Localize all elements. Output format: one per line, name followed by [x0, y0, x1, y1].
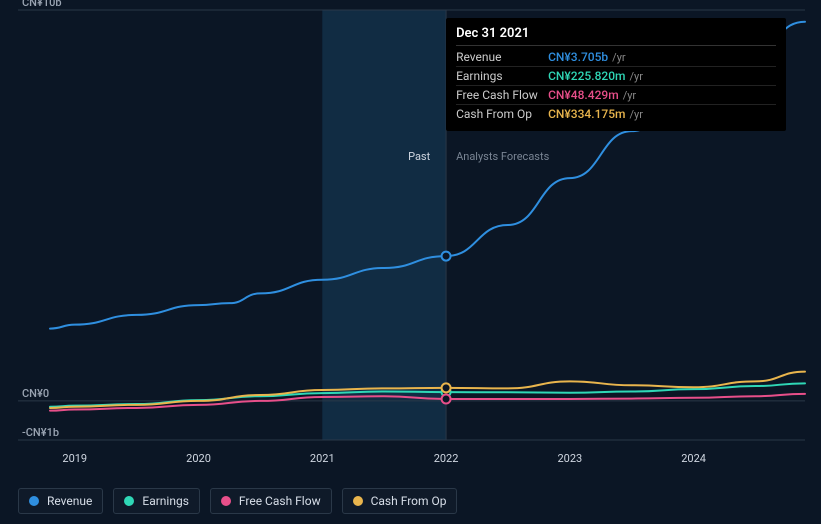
tooltip-row-fcf: Free Cash Flow CN¥48.429m /yr: [456, 86, 776, 105]
legend-label: Earnings: [142, 494, 189, 508]
tooltip-label: Free Cash Flow: [456, 88, 548, 102]
tooltip-row-cfo: Cash From Op CN¥334.175m /yr: [456, 105, 776, 123]
x-axis-label: 2019: [62, 452, 87, 465]
tooltip-suffix: /yr: [630, 108, 643, 121]
legend-item-earnings[interactable]: Earnings: [113, 488, 200, 514]
phase-past-label: Past: [408, 150, 430, 163]
x-axis-label: 2020: [186, 452, 211, 465]
legend-dot-icon: [29, 496, 39, 506]
x-axis-label: 2023: [557, 452, 582, 465]
x-axis-label: 2021: [310, 452, 335, 465]
tooltip-suffix: /yr: [612, 51, 625, 64]
y-axis-label: -CN¥1b: [22, 426, 59, 439]
legend-item-cfo[interactable]: Cash From Op: [342, 488, 458, 514]
legend-label: Revenue: [47, 494, 92, 508]
tooltip-label: Cash From Op: [456, 107, 548, 121]
tooltip-label: Earnings: [456, 69, 548, 83]
tooltip-value: CN¥48.429m: [548, 88, 619, 102]
y-axis-label: CN¥10b: [22, 0, 62, 9]
x-axis-label: 2024: [681, 452, 706, 465]
tooltip-value: CN¥225.820m: [548, 69, 625, 83]
phase-forecast-label: Analysts Forecasts: [456, 150, 549, 163]
tooltip-date: Dec 31 2021: [456, 26, 776, 46]
tooltip-suffix: /yr: [630, 70, 643, 83]
tooltip-row-earnings: Earnings CN¥225.820m /yr: [456, 67, 776, 86]
tooltip-value: CN¥3.705b: [548, 50, 608, 64]
legend-item-fcf[interactable]: Free Cash Flow: [210, 488, 332, 514]
y-axis-label: CN¥0: [22, 387, 49, 400]
legend-dot-icon: [353, 496, 363, 506]
legend: Revenue Earnings Free Cash Flow Cash Fro…: [18, 488, 457, 514]
legend-label: Free Cash Flow: [239, 494, 321, 508]
x-axis-label: 2022: [434, 452, 459, 465]
tooltip-label: Revenue: [456, 50, 548, 64]
legend-label: Cash From Op: [371, 494, 447, 508]
tooltip-row-revenue: Revenue CN¥3.705b /yr: [456, 48, 776, 67]
financials-chart: CN¥10b CN¥0 -CN¥1b 2019 2020 2021 2022 2…: [0, 0, 821, 524]
legend-dot-icon: [221, 496, 231, 506]
tooltip-suffix: /yr: [623, 89, 636, 102]
legend-dot-icon: [124, 496, 134, 506]
legend-item-revenue[interactable]: Revenue: [18, 488, 103, 514]
chart-tooltip: Dec 31 2021 Revenue CN¥3.705b /yr Earnin…: [446, 18, 786, 131]
tooltip-value: CN¥334.175m: [548, 107, 625, 121]
